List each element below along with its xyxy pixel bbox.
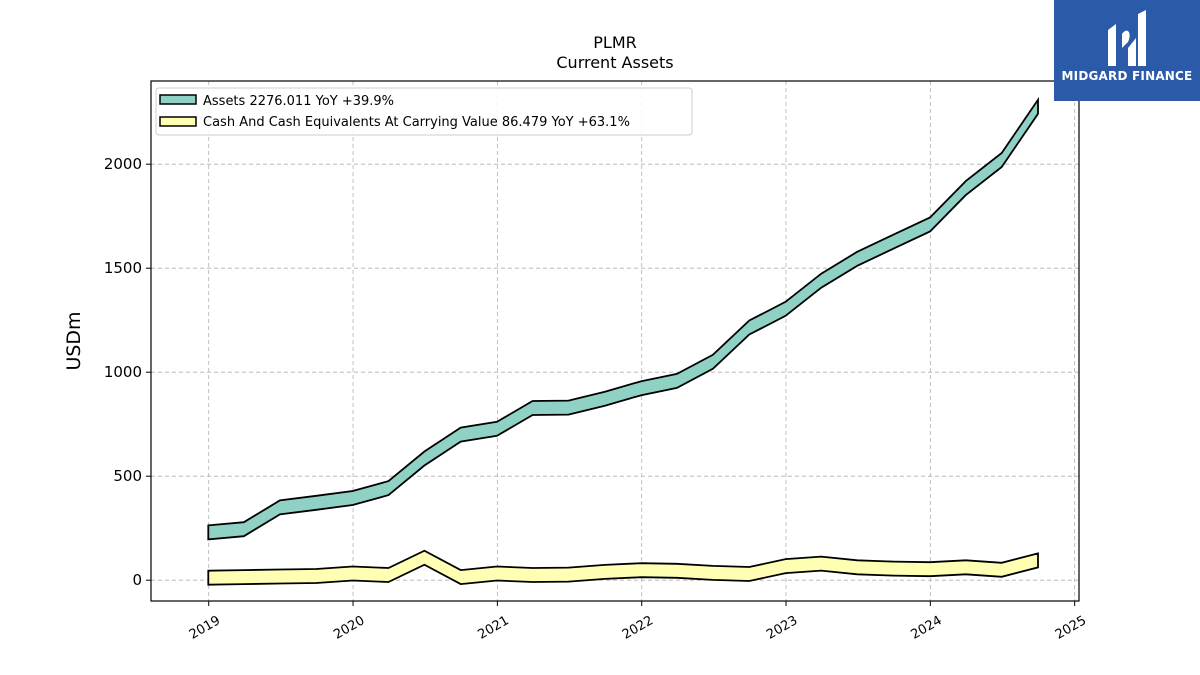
midgard-logo-icon [1108, 10, 1146, 66]
x-tick-label: 2022 [620, 613, 656, 643]
y-axis-label: USDm [63, 311, 85, 370]
x-tick-label: 2019 [187, 613, 223, 643]
brand-name: MIDGARD FINANCE [1061, 69, 1193, 83]
y-tick-label: 1000 [104, 363, 142, 381]
legend: Assets 2276.011 YoY +39.9% Cash And Cash… [155, 87, 693, 136]
brand-logo: MIDGARD FINANCE [1054, 0, 1200, 101]
legend-box [155, 87, 693, 136]
x-tick-label: 2024 [909, 613, 945, 643]
grid [151, 81, 1079, 601]
series-layer [207, 96, 1039, 586]
chart-title: PLMR [593, 33, 636, 52]
y-tick-label: 500 [113, 467, 142, 485]
legend-swatch-cash [159, 116, 197, 127]
legend-label-assets: Assets 2276.011 YoY +39.9% [203, 94, 394, 109]
y-tick-label: 2000 [104, 155, 142, 173]
x-tick-label: 2020 [331, 613, 367, 643]
y-tick-label: 1500 [104, 259, 142, 277]
x-tick-label: 2025 [1053, 613, 1089, 643]
plot-frame [150, 80, 1080, 602]
x-tick-label: 2021 [476, 613, 512, 643]
chart-subtitle: Current Assets [556, 53, 673, 72]
series-line-1 [207, 549, 1039, 586]
legend-swatch-assets [159, 94, 197, 105]
legend-label-cash: Cash And Cash Equivalents At Carrying Va… [203, 115, 630, 130]
x-tick-label: 2023 [764, 613, 800, 643]
y-tick-label: 0 [132, 571, 142, 589]
series-line-0 [207, 96, 1039, 541]
